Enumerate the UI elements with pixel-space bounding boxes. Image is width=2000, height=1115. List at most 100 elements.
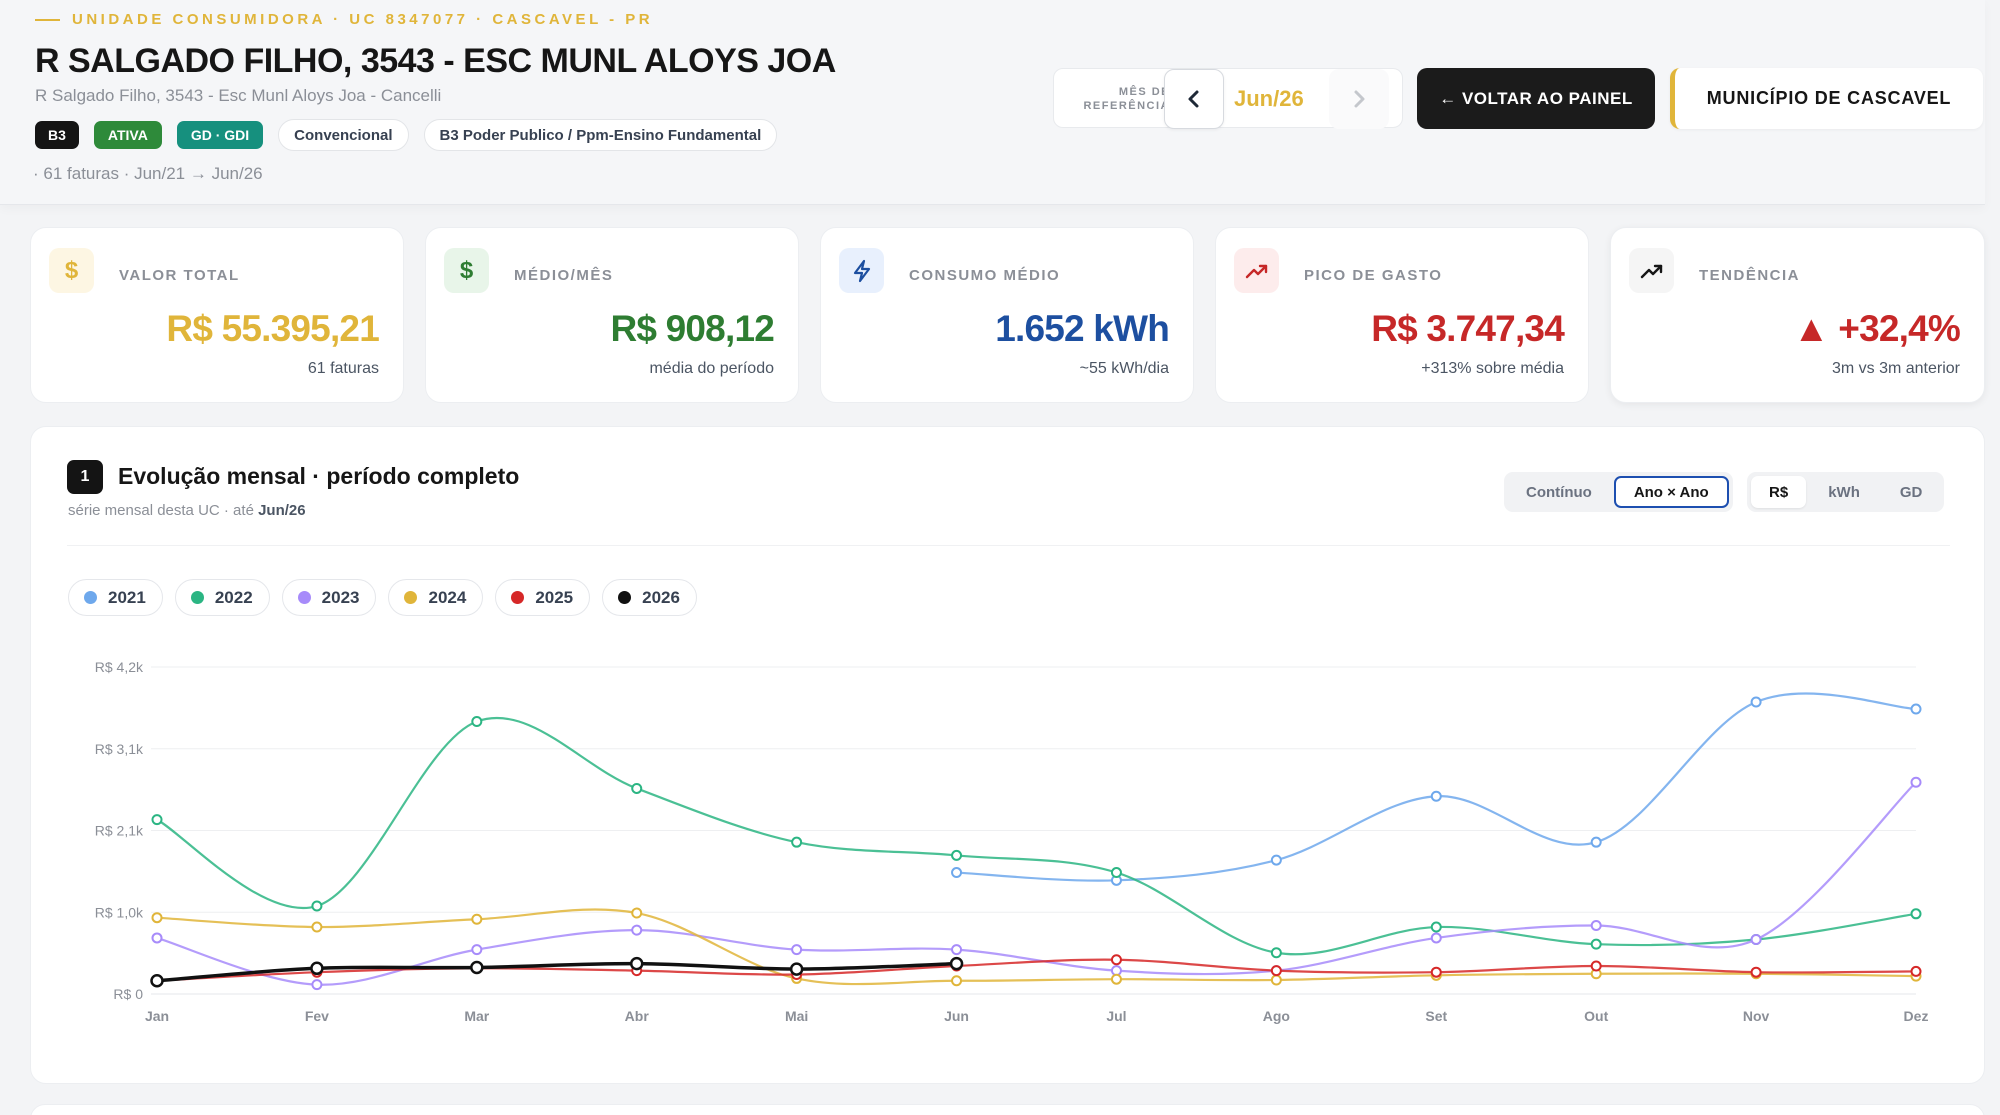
legend-label: 2024 — [428, 587, 467, 607]
monthly-line-chart: R$ 0 R$ 1,0k R$ 2,1k R$ 3,1k R$ 4,2k Jan Fev Ma… — [95, 659, 1929, 1024]
data-point-2025 — [1910, 965, 1922, 977]
legend-label: 2023 — [321, 587, 360, 607]
kpi-value: R$ 3.747,34 — [1371, 308, 1565, 349]
legend-item-2022[interactable]: 2022 — [174, 579, 270, 616]
legend-item-2025[interactable]: 2025 — [495, 579, 591, 616]
data-point-2021 — [1430, 790, 1442, 802]
data-point-2021 — [1110, 874, 1122, 886]
data-point-2024 — [1110, 973, 1122, 985]
data-point-2022 — [951, 849, 963, 861]
data-point-2024 — [151, 912, 163, 924]
kpi-pico-gasto: PICO DE GASTO R$ 3.747,34 +313% sobre mé… — [1215, 227, 1589, 403]
x-tick-label: Jan — [145, 1008, 169, 1024]
y-tick-label: R$ 3,1k — [95, 741, 144, 757]
back-to-dashboard-button[interactable]: ← VOLTAR AO PAINEL — [1417, 68, 1655, 129]
section-subtitle: série mensal desta UC · até Jun/26 — [68, 502, 306, 519]
x-tick-label: Nov — [1743, 1008, 1770, 1024]
kpi-subtext: ~55 kWh/dia — [1079, 360, 1169, 377]
series-line-2026 — [156, 961, 957, 983]
data-point-2024 — [1270, 974, 1282, 986]
data-point-2022 — [151, 814, 163, 826]
series-line-2024 — [156, 908, 1917, 986]
kpi-tendencia: TENDÊNCIA ▲ +32,4% 3m vs 3m anterior — [1610, 227, 1985, 403]
kpi-label: TENDÊNCIA — [1699, 267, 1801, 284]
legend-label: 2022 — [214, 587, 253, 607]
data-point-2026 — [470, 960, 484, 975]
series-line-2023 — [156, 781, 1917, 986]
legend-label: 2026 — [642, 587, 680, 607]
metric-gd-button[interactable]: GD — [1899, 483, 1923, 501]
uc-header: UNIDADE CONSUMIDORA · UC 8347077 · CASCA… — [0, 0, 1985, 205]
data-point-2026 — [310, 961, 324, 976]
section-divider — [67, 545, 1950, 546]
municipality-button[interactable]: MUNICÍPIO DE CASCAVEL — [1670, 68, 1983, 129]
y-tick-label: R$ 0 — [113, 986, 143, 1002]
x-tick-label: Mar — [464, 1008, 489, 1024]
legend-item-2026[interactable]: 2026 — [602, 579, 697, 616]
kpi-subtext: +313% sobre média — [1421, 360, 1564, 377]
data-point-2026 — [949, 956, 964, 971]
y-tick-label: R$ 4,2k — [95, 659, 144, 675]
kpi-subtext: 61 faturas — [307, 360, 379, 377]
data-point-2025 — [951, 960, 963, 972]
data-point-2023 — [1750, 934, 1762, 945]
data-point-2023 — [1910, 776, 1922, 788]
data-point-2025 — [1430, 966, 1442, 978]
chart-legend: 2021 2022 2023 2024 2025 2026 — [68, 579, 697, 616]
next-month-button[interactable] — [1329, 69, 1389, 129]
y-tick-label: R$ 1,0k — [95, 904, 144, 920]
x-tick-label: Dez — [1904, 1008, 1929, 1024]
legend-dot — [618, 591, 632, 604]
kpi-subtext: 3m vs 3m anterior — [1831, 360, 1960, 377]
data-point-2026 — [789, 962, 804, 976]
view-ano-x-ano-button[interactable]: Ano × Ano — [1613, 476, 1729, 508]
page-title: R SALGADO FILHO, 3543 - ESC MUNL ALOYS J… — [35, 42, 836, 80]
kpi-medio-mes: $ MÉDIO/MÊS R$ 908,12 média do período — [425, 227, 799, 403]
data-point-2021 — [1270, 854, 1282, 866]
data-point-2023 — [311, 979, 323, 991]
view-continuo-button[interactable]: Contínuo — [1526, 483, 1592, 501]
eyebrow-dash — [35, 18, 60, 21]
kpi-label: VALOR TOTAL — [119, 267, 240, 284]
legend-dot — [190, 591, 204, 604]
previous-month-button[interactable] — [1164, 69, 1224, 129]
lightning-icon — [839, 248, 884, 293]
reference-label: MÊS DE REFERÊNCIA — [1083, 86, 1170, 112]
data-point-2025 — [1750, 966, 1762, 978]
data-point-2021 — [1590, 836, 1602, 848]
x-tick-label: Abr — [625, 1008, 650, 1024]
monthly-evolution-card: 1 Evolução mensal · período completo sér… — [30, 426, 1985, 1084]
data-point-2023 — [151, 932, 163, 944]
legend-label: 2025 — [535, 587, 574, 607]
data-point-2025 — [1590, 960, 1602, 972]
x-tick-label: Fev — [305, 1008, 329, 1024]
series-line-2021 — [956, 692, 1917, 882]
kpi-valor-total: $ VALOR TOTAL R$ 55.395,21 61 faturas — [30, 227, 404, 403]
data-point-2025 — [471, 962, 483, 974]
metric-rs-button[interactable]: R$ — [1751, 476, 1807, 508]
data-point-2023 — [1270, 965, 1282, 977]
chevron-left-icon — [1188, 90, 1199, 108]
data-point-2024 — [631, 907, 643, 919]
badge-row: B3 ATIVA GD · GDI Convencional B3 Poder … — [35, 119, 778, 151]
kpi-value: R$ 908,12 — [610, 308, 774, 349]
x-tick-label: Set — [1425, 1008, 1447, 1024]
metric-kwh-button[interactable]: kWh — [1828, 483, 1860, 501]
dollar-icon: $ — [444, 248, 489, 293]
kpi-subtext: média do período — [649, 360, 774, 377]
data-point-2023 — [951, 944, 963, 956]
eyebrow-text: UNIDADE CONSUMIDORA · UC 8347077 · CASCA… — [72, 11, 654, 28]
x-tick-label: Jun — [944, 1008, 969, 1024]
data-point-2024 — [1430, 969, 1442, 981]
legend-item-2021[interactable]: 2021 — [68, 579, 163, 616]
legend-item-2024[interactable]: 2024 — [388, 579, 484, 616]
legend-dot — [84, 591, 97, 604]
data-point-2024 — [1750, 968, 1762, 980]
data-point-2022 — [1110, 867, 1122, 879]
legend-item-2023[interactable]: 2023 — [281, 579, 377, 616]
x-tick-label: Jul — [1106, 1008, 1126, 1024]
chevron-right-icon — [1354, 90, 1365, 108]
series-line-2022 — [156, 716, 1917, 956]
data-point-2022 — [1270, 947, 1282, 959]
data-point-2023 — [1110, 965, 1122, 977]
